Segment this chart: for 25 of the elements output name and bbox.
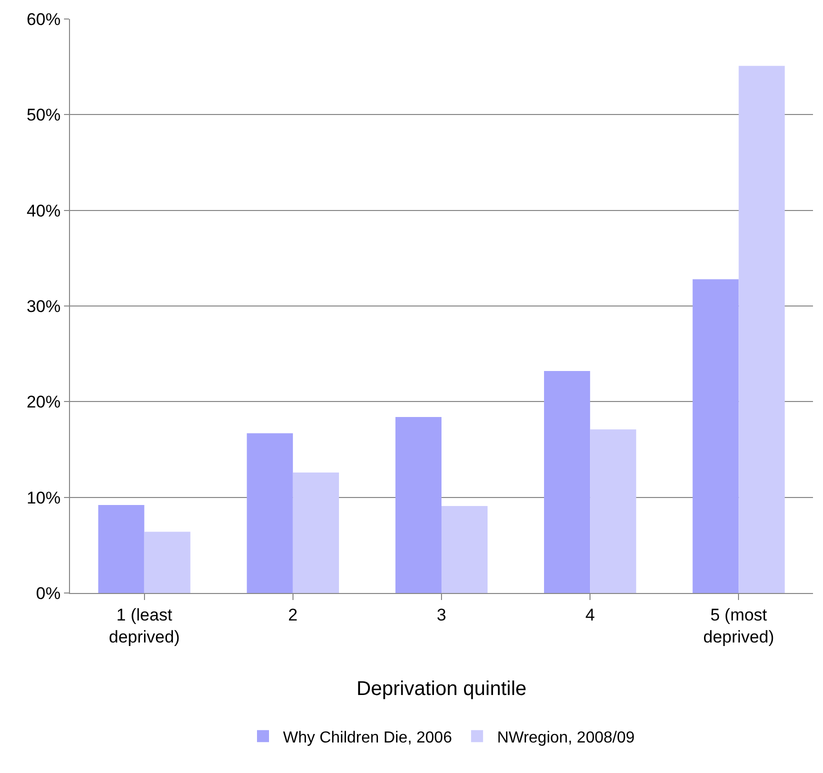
bar	[738, 66, 785, 593]
y-tick-label: 20%	[26, 392, 61, 412]
legend-label: Why Children Die, 2006	[283, 729, 452, 746]
bar	[590, 429, 636, 593]
bar	[98, 504, 144, 593]
bar	[544, 371, 590, 593]
bar	[246, 433, 293, 593]
y-tick-label: 10%	[26, 488, 61, 508]
y-tick-label: 50%	[26, 106, 61, 125]
bar	[292, 472, 339, 593]
bar	[395, 416, 442, 593]
x-tick-label: 5 (most deprived)	[703, 605, 774, 646]
y-tick-label: 30%	[26, 296, 61, 316]
y-tick-label: 60%	[26, 10, 61, 29]
y-tick-label: 0%	[36, 584, 61, 603]
x-axis-title: Deprivation quintile	[356, 678, 527, 700]
y-tick-label: 40%	[26, 201, 61, 220]
x-tick-label: 4	[585, 605, 595, 624]
legend-label: NWregion, 2008/09	[497, 729, 635, 746]
x-tick-label: 2	[288, 605, 298, 624]
x-tick-label: 1 (least deprived)	[108, 605, 180, 646]
bar	[692, 279, 739, 593]
x-tick-label: 3	[436, 605, 446, 624]
bar	[442, 506, 488, 593]
bar	[144, 532, 190, 593]
